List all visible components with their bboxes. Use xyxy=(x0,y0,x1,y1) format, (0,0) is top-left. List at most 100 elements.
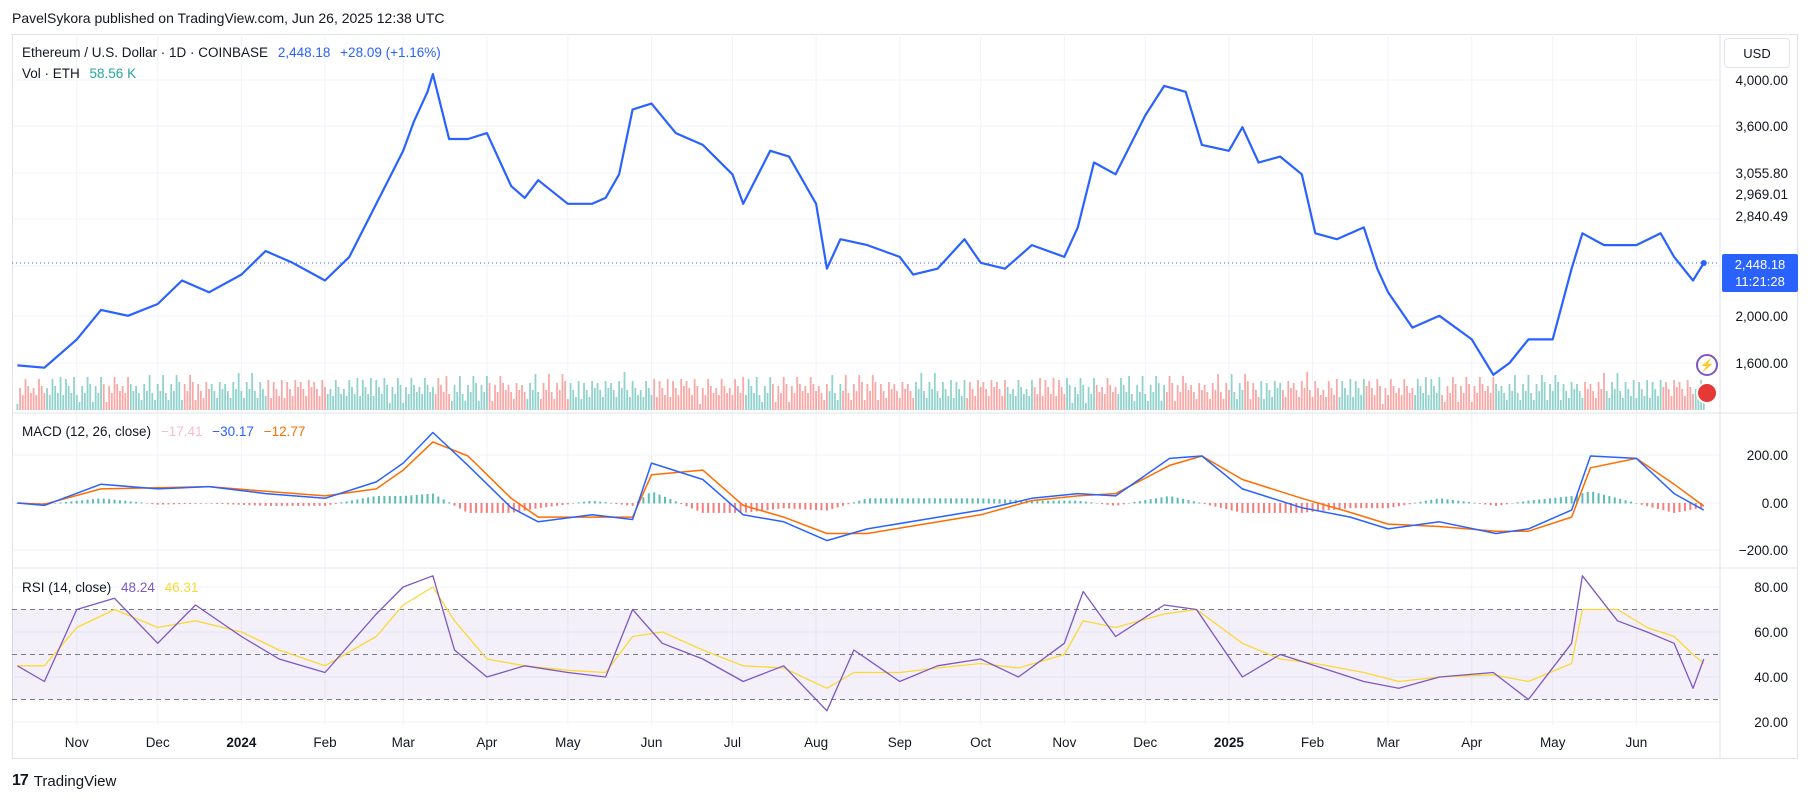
footer-brand-text: TradingView xyxy=(33,772,117,790)
macd-hist-bar xyxy=(955,498,958,504)
volume-bar xyxy=(1165,392,1168,410)
volume-bar xyxy=(1519,400,1522,410)
macd-hist-bar xyxy=(1074,500,1077,504)
macd-hist-bar xyxy=(194,503,197,504)
legend-macd: MACD (12, 26, close) −17.41 −30.17 −12.7… xyxy=(22,424,311,439)
macd-hist-bar xyxy=(1316,503,1319,512)
macd-hist-bar xyxy=(512,503,515,513)
volume-bar xyxy=(1260,381,1263,410)
volume-bar xyxy=(1684,396,1686,410)
volume-bar xyxy=(1149,385,1152,410)
macd-hist-bar xyxy=(156,503,159,505)
macd-hist-bar xyxy=(879,498,882,504)
volume-bar xyxy=(310,387,313,410)
macd-hist-bar xyxy=(588,501,591,504)
macd-hist-bar xyxy=(1246,503,1249,513)
macd-signal-line xyxy=(17,441,1705,535)
macd-hist-bar xyxy=(464,503,467,512)
volume-bar xyxy=(958,389,960,410)
volume-bar xyxy=(124,393,127,410)
volume-bar xyxy=(432,387,434,410)
macd-hist-bar xyxy=(1597,493,1600,504)
volume-label[interactable]: Vol · ETH xyxy=(22,66,80,81)
volume-bar xyxy=(750,386,753,410)
volume-bar xyxy=(693,379,696,410)
volume-bar xyxy=(1538,391,1541,410)
volume-bar xyxy=(1478,377,1481,410)
macd-hist-bar xyxy=(437,496,440,504)
volume-bar xyxy=(739,393,742,410)
macd-hist-bar xyxy=(1586,491,1589,504)
currency-button[interactable]: USD xyxy=(1724,38,1790,68)
volume-bar xyxy=(1087,387,1090,410)
volume-bar xyxy=(1263,399,1265,410)
volume-bar xyxy=(186,391,189,410)
volume-bar xyxy=(1144,394,1147,410)
macd-hist-bar xyxy=(97,498,100,504)
volume-bar xyxy=(701,388,704,410)
volume-bar xyxy=(1387,395,1390,410)
x-tick-label: Feb xyxy=(1301,735,1324,750)
volume-bar xyxy=(1009,394,1012,410)
volume-bar xyxy=(807,393,809,410)
volume-bar xyxy=(993,387,996,410)
volume-bar xyxy=(43,393,46,410)
volume-bar xyxy=(893,384,896,410)
lightning-icon[interactable]: ⚡ xyxy=(1696,354,1718,376)
volume-bar xyxy=(968,382,971,410)
macd-hist-bar xyxy=(1673,503,1676,513)
volume-bar xyxy=(1314,381,1317,410)
volume-bar xyxy=(1249,399,1252,410)
volume-bar xyxy=(1322,390,1325,410)
macd-hist-bar xyxy=(766,503,769,511)
macd-hist-bar xyxy=(469,503,472,513)
volume-bar xyxy=(1667,389,1670,410)
macd-hist-bar xyxy=(1624,500,1627,504)
macd-hist-bar xyxy=(869,498,872,504)
volume-bar xyxy=(442,392,445,410)
volume-bar xyxy=(1600,389,1603,410)
volume-bar xyxy=(1346,395,1349,410)
volume-bar xyxy=(232,382,235,410)
volume-bar xyxy=(1238,383,1241,410)
macd-hist-bar xyxy=(1370,503,1373,509)
macd-hist-bar xyxy=(599,501,602,504)
macd-hist-bar xyxy=(388,495,391,504)
macd-label[interactable]: MACD (12, 26, close) xyxy=(22,424,152,439)
volume-bar xyxy=(1624,382,1627,410)
volume-bar xyxy=(836,400,839,410)
macd-hist-bar xyxy=(1111,503,1114,506)
volume-bar xyxy=(620,388,623,410)
volume-bar xyxy=(1352,397,1354,410)
volume-bar xyxy=(917,389,920,410)
macd-hist-bar xyxy=(172,503,175,505)
volume-bar xyxy=(1376,379,1379,410)
volume-bar xyxy=(475,383,478,410)
macd-hist-bar xyxy=(1414,502,1417,504)
macd-hist-bar xyxy=(545,503,548,508)
macd-hist-bar xyxy=(1397,503,1400,507)
symbol-title[interactable]: Ethereum / U.S. Dollar · 1D · COINBASE xyxy=(22,45,269,60)
macd-hist-bar xyxy=(858,500,861,504)
volume-bar xyxy=(1535,384,1538,410)
macd-hist-bar xyxy=(529,503,532,510)
volume-bar xyxy=(450,401,453,410)
footer-brand[interactable]: 17 TradingView xyxy=(12,772,116,790)
macd-hist-bar xyxy=(1198,502,1201,504)
volume-bar xyxy=(890,389,893,410)
volume-bar xyxy=(1271,397,1273,410)
rsi-label[interactable]: RSI (14, close) xyxy=(22,580,112,595)
macd-hist-bar xyxy=(253,503,256,506)
macd-hist-bar xyxy=(448,502,451,504)
volume-bar xyxy=(1076,394,1079,410)
volume-bar xyxy=(494,385,496,410)
tradingview-logo-icon: 17 xyxy=(12,772,29,789)
volume-bar xyxy=(1001,396,1004,410)
macd-hist-bar xyxy=(1144,500,1147,504)
macd-hist-bar xyxy=(1149,499,1152,504)
volume-bar xyxy=(1651,382,1654,410)
flag-icon[interactable] xyxy=(1696,382,1718,404)
volume-bar xyxy=(483,392,486,410)
macd-hist-bar xyxy=(744,503,747,513)
